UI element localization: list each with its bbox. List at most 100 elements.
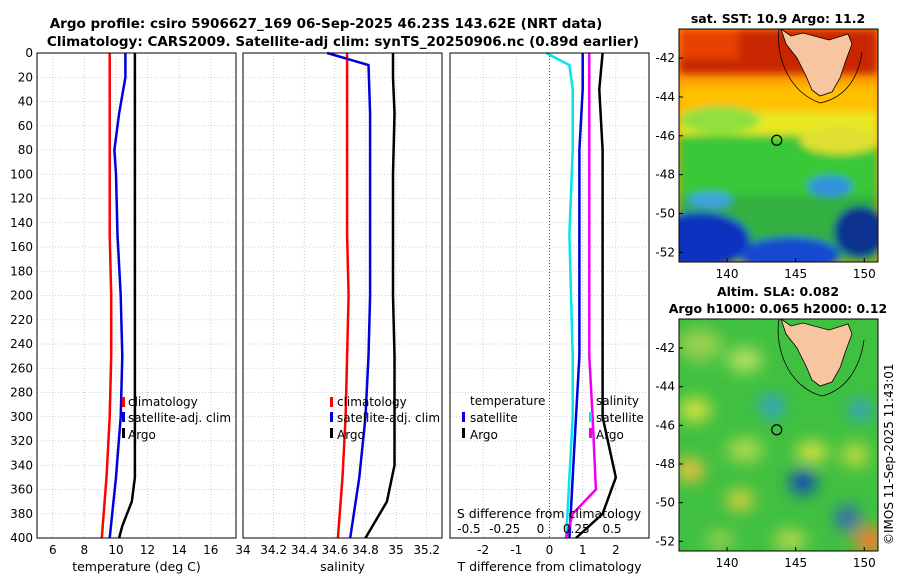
depth-tick-label: 260 xyxy=(10,361,33,375)
legend-label-climatology: climatology xyxy=(128,395,198,409)
sst-cyan-patch-2 xyxy=(688,192,732,208)
x-tick-label: 6 xyxy=(49,543,57,557)
legend-label-argo: Argo xyxy=(128,428,156,442)
salinity-legend: climatology satellite-adj. clim Argo xyxy=(330,395,440,442)
s-tick-label: -0.5 xyxy=(457,522,480,536)
map-y-tick-label: -48 xyxy=(655,168,675,182)
series-line-satellite-adj-clim xyxy=(108,53,127,539)
series-line-climatology xyxy=(100,53,113,539)
sla-contour xyxy=(777,319,865,397)
x-axis-label: salinity xyxy=(320,559,365,574)
legend-label-t-satellite: satellite xyxy=(470,411,518,425)
map-y-tick-label: -48 xyxy=(655,457,675,471)
x-tick-label: 14 xyxy=(172,543,187,557)
difference-panel: -2 -1 0 1 2 T difference from climatology xyxy=(449,51,650,574)
depth-tick-label: 240 xyxy=(10,337,33,351)
sst-blue-sw xyxy=(679,212,750,262)
x-tick-label: 12 xyxy=(140,543,155,557)
map-y-tick-label: -44 xyxy=(655,380,675,394)
depth-tick-label: 200 xyxy=(10,289,33,303)
map-y-tick-label: -52 xyxy=(655,534,675,548)
sla-patch-7 xyxy=(790,470,816,494)
legend-swatch-t-argo xyxy=(462,428,465,438)
legend-header-salinity: salinity xyxy=(596,394,639,408)
map-y-tick-label: -46 xyxy=(655,418,675,432)
depth-tick-label: 80 xyxy=(18,143,33,157)
sst-map xyxy=(679,29,878,262)
sla-patch-3 xyxy=(679,398,711,422)
sla-patch-14 xyxy=(706,530,734,550)
x-axis-label: temperature (deg C) xyxy=(72,559,201,574)
legend-header-temperature: temperature xyxy=(470,394,545,408)
legend-swatch-argo xyxy=(122,428,125,438)
x-tick-label: 10 xyxy=(108,543,123,557)
map-y-tick-label: -50 xyxy=(655,496,675,510)
panel-frame xyxy=(449,52,650,539)
sla-patch-1 xyxy=(679,329,722,361)
legend-swatch-climatology xyxy=(122,397,125,407)
figure-title-line2: Climatology: CARS2009. Satellite-adj cli… xyxy=(47,34,639,50)
s-tick-label: -0.25 xyxy=(489,522,520,536)
sla-field xyxy=(679,329,878,551)
legend-label-t-argo: Argo xyxy=(470,428,498,442)
sst-map-frame xyxy=(678,28,879,263)
salinity-panel: 34 34.2 34.4 34.6 34.8 35 35.2 salinity xyxy=(235,51,443,574)
s-difference-axis-label: S difference from climatology xyxy=(457,506,642,521)
legend-label-argo: Argo xyxy=(337,428,365,442)
legend-label-satellite: satellite-adj. clim xyxy=(128,411,231,425)
legend-swatch-s-argo xyxy=(589,428,592,438)
temperature-panel: 0 20 40 60 80 100 120 140 160 180 200 220 240 260 280 3… xyxy=(10,46,237,574)
sst-lime-patch xyxy=(680,106,760,134)
map-x-tick-label: 150 xyxy=(853,267,876,281)
tasmania-land xyxy=(780,319,853,387)
x-tick-label: 0 xyxy=(546,543,554,557)
series-line-temperature-argo xyxy=(575,52,618,539)
sla-patch-12 xyxy=(854,526,878,551)
legend-label-satellite: satellite-adj. clim xyxy=(337,411,440,425)
x-axis-label: T difference from climatology xyxy=(456,559,642,574)
depth-tick-label: 60 xyxy=(18,119,33,133)
x-tick-label: 35 xyxy=(388,543,403,557)
depth-tick-label: 400 xyxy=(10,531,33,545)
depth-tick-label: 160 xyxy=(10,240,33,254)
sla-patch-5 xyxy=(727,438,763,462)
map-y-tick-label: -42 xyxy=(655,51,675,65)
x-tick-label: 1 xyxy=(579,543,587,557)
legend-swatch-argo xyxy=(330,428,333,438)
x-tick-label: 34.8 xyxy=(352,543,379,557)
map-x-tick-label: 140 xyxy=(716,556,739,570)
depth-tick-label: 140 xyxy=(10,216,33,230)
sst-blue-se xyxy=(834,206,878,258)
x-tick-label: 34.6 xyxy=(321,543,348,557)
series-line-salinity-argo xyxy=(564,53,598,539)
sst-blue-s xyxy=(740,237,840,262)
legend-swatch-s-satellite xyxy=(589,412,592,422)
depth-tick-label: 380 xyxy=(10,507,33,521)
argo-position-marker xyxy=(771,424,783,436)
map-y-tick-label: -46 xyxy=(655,129,675,143)
sla-map-subtitle: Argo h1000: 0.065 h2000: 0.12 xyxy=(669,301,888,316)
temperature-legend: climatology satellite-adj. clim Argo xyxy=(122,395,231,442)
x-tick-label: 16 xyxy=(203,543,218,557)
series-line-salinity-satellite xyxy=(568,53,584,539)
x-tick-label: 34.2 xyxy=(260,543,287,557)
legend-swatch-climatology xyxy=(330,397,333,407)
sla-map-axes: 140 145 150 -42 -44 -46 -48 -50 -52 xyxy=(655,341,875,570)
s-tick-label: 0 xyxy=(537,522,545,536)
x-tick-label: 34.4 xyxy=(291,543,318,557)
sla-patch-13 xyxy=(774,530,806,550)
map-y-tick-label: -50 xyxy=(655,206,675,220)
map-x-tick-label: 145 xyxy=(784,267,807,281)
depth-tick-label: 280 xyxy=(10,386,33,400)
sla-map-frame xyxy=(678,318,879,552)
sla-patch-4 xyxy=(760,394,784,418)
s-tick-label: 0.5 xyxy=(602,522,621,536)
legend-swatch-t-satellite xyxy=(462,412,465,422)
x-tick-label: 2 xyxy=(612,543,620,557)
sla-patch-9 xyxy=(796,442,828,462)
depth-tick-label: 300 xyxy=(10,410,33,424)
series-line-argo xyxy=(117,53,137,539)
depth-tick-label: 40 xyxy=(18,95,33,109)
legend-label-s-argo: Argo xyxy=(596,428,624,442)
